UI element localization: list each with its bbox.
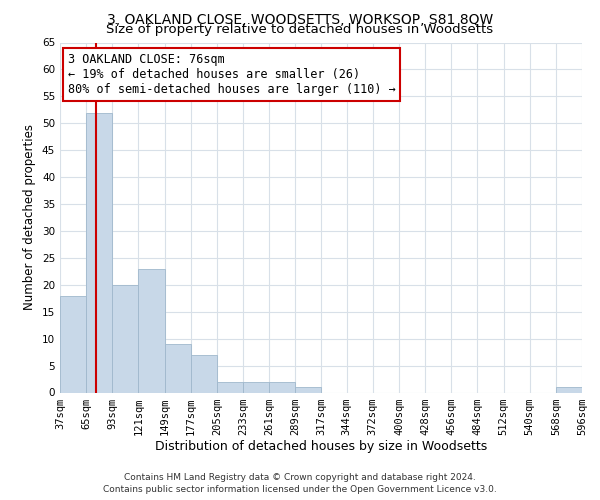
Bar xyxy=(269,382,295,392)
Bar xyxy=(556,387,582,392)
Text: Size of property relative to detached houses in Woodsetts: Size of property relative to detached ho… xyxy=(106,22,494,36)
Bar xyxy=(191,355,217,393)
Y-axis label: Number of detached properties: Number of detached properties xyxy=(23,124,37,310)
Bar xyxy=(60,296,86,392)
X-axis label: Distribution of detached houses by size in Woodsetts: Distribution of detached houses by size … xyxy=(155,440,487,454)
Bar xyxy=(243,382,269,392)
Text: 3, OAKLAND CLOSE, WOODSETTS, WORKSOP, S81 8QW: 3, OAKLAND CLOSE, WOODSETTS, WORKSOP, S8… xyxy=(107,12,493,26)
Bar xyxy=(112,285,139,393)
Bar xyxy=(217,382,243,392)
Bar xyxy=(139,268,164,392)
Text: 3 OAKLAND CLOSE: 76sqm
← 19% of detached houses are smaller (26)
80% of semi-det: 3 OAKLAND CLOSE: 76sqm ← 19% of detached… xyxy=(68,53,395,96)
Text: Contains HM Land Registry data © Crown copyright and database right 2024.
Contai: Contains HM Land Registry data © Crown c… xyxy=(103,472,497,494)
Bar xyxy=(295,387,322,392)
Bar xyxy=(164,344,191,393)
Bar xyxy=(86,112,112,392)
